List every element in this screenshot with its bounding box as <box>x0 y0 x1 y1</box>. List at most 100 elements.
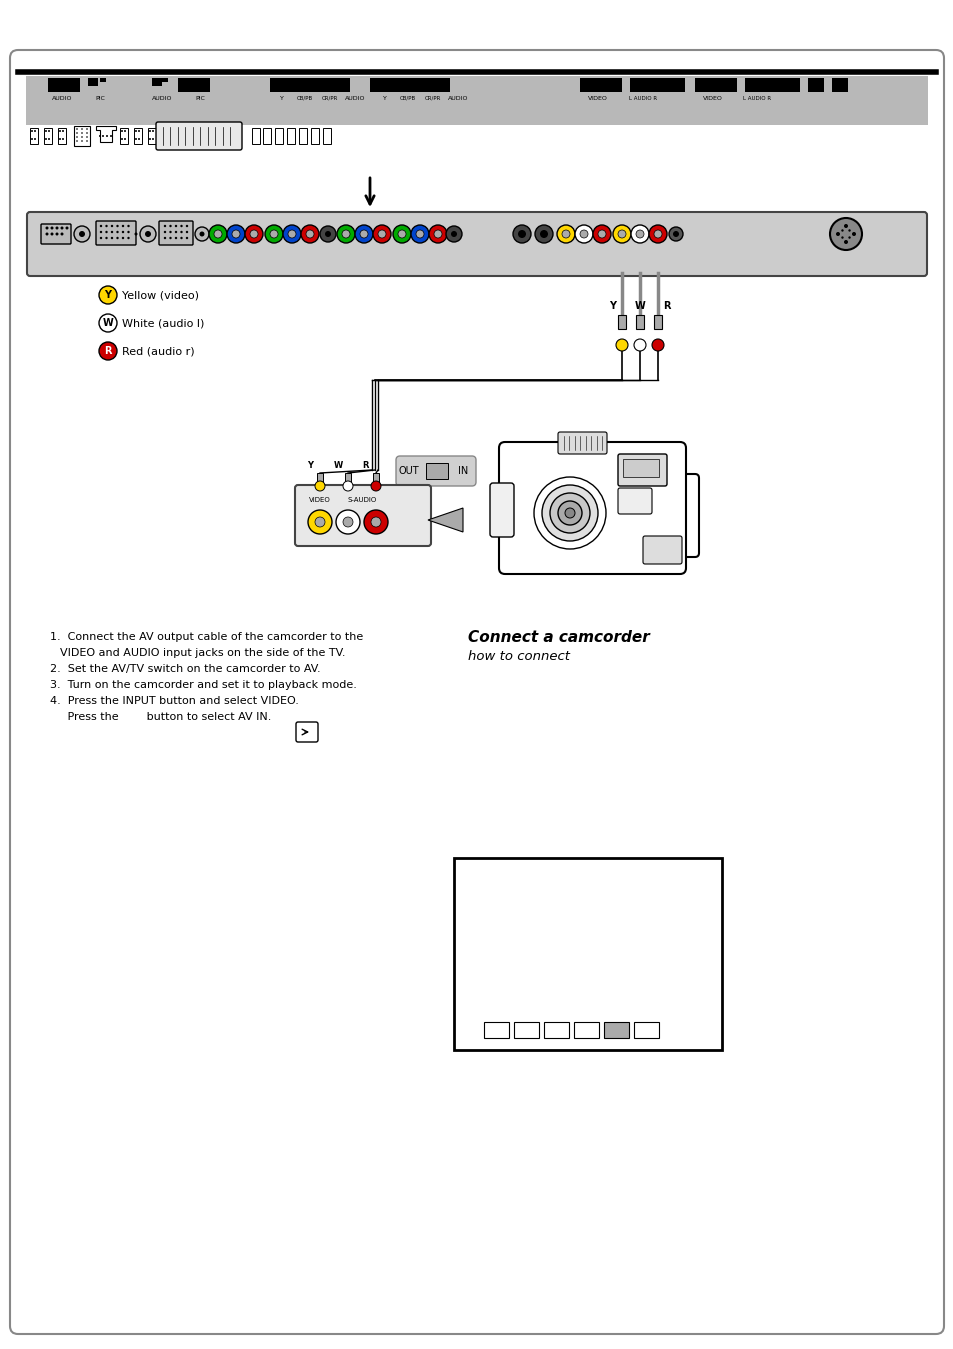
Circle shape <box>364 510 388 534</box>
Circle shape <box>48 138 50 140</box>
FancyBboxPatch shape <box>498 442 685 575</box>
Circle shape <box>105 231 108 233</box>
Text: White (audio l): White (audio l) <box>122 318 204 328</box>
Circle shape <box>86 140 88 142</box>
Circle shape <box>46 232 49 236</box>
Circle shape <box>100 225 102 227</box>
Circle shape <box>613 225 630 243</box>
Circle shape <box>618 229 625 237</box>
Text: Y: Y <box>609 301 616 312</box>
Circle shape <box>76 128 78 130</box>
Circle shape <box>149 138 151 140</box>
Circle shape <box>122 225 124 227</box>
Circle shape <box>541 486 598 541</box>
Circle shape <box>373 225 391 243</box>
Circle shape <box>121 130 123 132</box>
Circle shape <box>145 231 151 237</box>
Bar <box>636 316 643 329</box>
Bar <box>426 463 448 479</box>
Text: R: R <box>104 345 112 356</box>
Circle shape <box>636 229 643 237</box>
Circle shape <box>534 478 605 549</box>
Circle shape <box>209 225 227 243</box>
Text: L AUDIO R: L AUDIO R <box>742 96 770 101</box>
Circle shape <box>76 132 78 134</box>
Text: VIDEO: VIDEO <box>309 496 331 503</box>
Text: R: R <box>362 461 369 469</box>
Circle shape <box>598 229 605 237</box>
Circle shape <box>76 136 78 138</box>
Circle shape <box>55 232 58 236</box>
Bar <box>88 78 98 86</box>
Text: Y: Y <box>105 290 112 299</box>
Bar <box>618 316 625 329</box>
Circle shape <box>164 231 166 233</box>
Circle shape <box>121 138 123 140</box>
Circle shape <box>847 236 850 239</box>
Circle shape <box>654 229 661 237</box>
Polygon shape <box>428 509 462 532</box>
FancyBboxPatch shape <box>294 486 431 546</box>
Bar <box>345 473 351 486</box>
Circle shape <box>86 128 88 130</box>
FancyBboxPatch shape <box>41 224 71 244</box>
Text: AUDIO: AUDIO <box>447 96 468 101</box>
Text: CB/PB: CB/PB <box>399 96 416 101</box>
Circle shape <box>359 229 368 237</box>
Circle shape <box>86 132 88 134</box>
Circle shape <box>149 130 151 132</box>
Circle shape <box>550 492 589 533</box>
Circle shape <box>74 227 90 241</box>
Circle shape <box>186 225 188 227</box>
Circle shape <box>186 237 188 239</box>
Bar <box>133 128 142 144</box>
Bar <box>316 473 323 486</box>
Circle shape <box>152 130 153 132</box>
Circle shape <box>79 231 85 237</box>
Circle shape <box>127 231 130 233</box>
Circle shape <box>668 227 682 241</box>
Circle shape <box>841 236 842 239</box>
Circle shape <box>81 140 83 142</box>
Text: R: R <box>662 301 670 312</box>
Circle shape <box>135 138 137 140</box>
Circle shape <box>630 225 648 243</box>
Circle shape <box>270 229 277 237</box>
Circle shape <box>81 132 83 134</box>
Circle shape <box>579 229 587 237</box>
Text: Yellow (video): Yellow (video) <box>122 290 199 299</box>
Circle shape <box>265 225 283 243</box>
Bar <box>162 78 168 82</box>
Text: W: W <box>333 461 342 469</box>
Circle shape <box>122 237 124 239</box>
Text: VIDEO and AUDIO input jacks on the side of the TV.: VIDEO and AUDIO input jacks on the side … <box>60 648 345 658</box>
Circle shape <box>111 231 113 233</box>
Circle shape <box>213 229 222 237</box>
Bar <box>483 1023 509 1037</box>
Bar <box>270 78 350 92</box>
Circle shape <box>616 339 627 351</box>
Text: 3.  Turn on the camcorder and set it to playback mode.: 3. Turn on the camcorder and set it to p… <box>50 680 356 689</box>
Text: how to connect: how to connect <box>468 650 569 662</box>
Circle shape <box>829 219 862 250</box>
Text: 2.  Set the AV/TV switch on the camcorder to AV.: 2. Set the AV/TV switch on the camcorder… <box>50 664 320 674</box>
Text: CR/PR: CR/PR <box>424 96 440 101</box>
Circle shape <box>341 229 350 237</box>
Circle shape <box>99 135 101 138</box>
Text: CR/PR: CR/PR <box>321 96 337 101</box>
Circle shape <box>672 231 679 237</box>
Circle shape <box>558 500 581 525</box>
Circle shape <box>557 225 575 243</box>
Bar <box>298 128 307 144</box>
Text: Connect a camcorder: Connect a camcorder <box>468 630 649 645</box>
Circle shape <box>561 229 569 237</box>
Bar <box>323 128 331 144</box>
FancyBboxPatch shape <box>156 121 242 150</box>
Circle shape <box>539 229 547 237</box>
Bar <box>74 125 90 146</box>
Bar <box>629 78 684 92</box>
Circle shape <box>851 232 855 236</box>
Circle shape <box>169 231 172 233</box>
Circle shape <box>301 225 318 243</box>
Circle shape <box>199 232 204 236</box>
